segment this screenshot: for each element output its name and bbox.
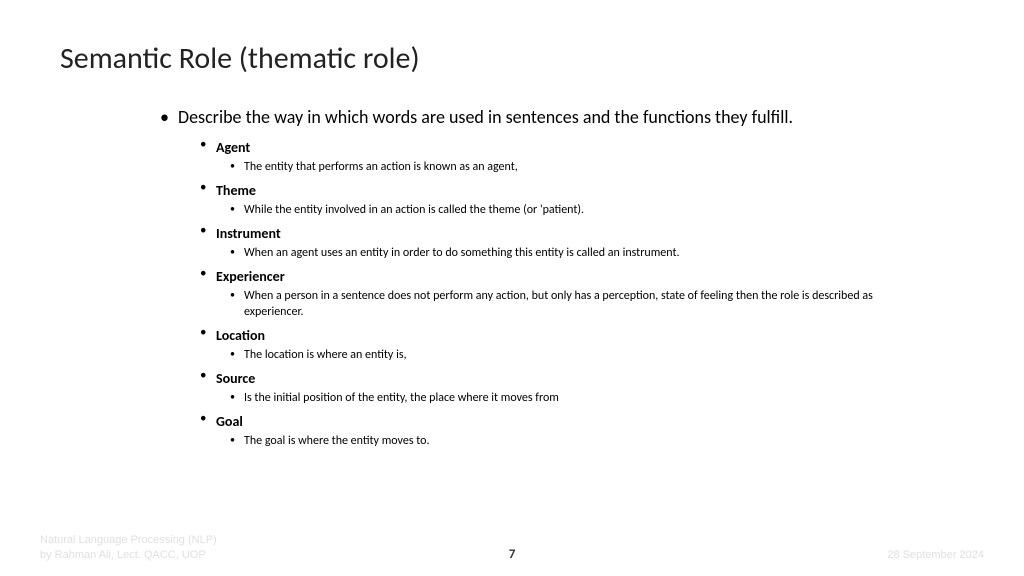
role-desc-wrap: The location is where an entity is, <box>216 347 924 364</box>
role-desc: While the entity involved in an action i… <box>244 202 924 219</box>
role-name: Goal <box>216 411 924 432</box>
role-name: Location <box>216 325 924 346</box>
role-item: Location The location is where an entity… <box>200 325 924 364</box>
role-name: Experiencer <box>216 266 924 287</box>
role-item: Goal The goal is where the entity moves … <box>200 411 924 450</box>
slide-content: Describe the way in which words are used… <box>60 105 964 450</box>
footer-date: 28 September 2024 <box>887 548 984 562</box>
footer-author: by Rahman Ali, Lect. QACC, UOP <box>40 548 217 562</box>
slide: Semantic Role (thematic role) Describe t… <box>0 0 1024 450</box>
footer-left: Natural Language Processing (NLP) by Rah… <box>40 533 217 562</box>
role-desc-wrap: Is the initial position of the entity, t… <box>216 390 924 407</box>
role-item: Agent The entity that performs an action… <box>200 137 924 176</box>
intro-text: Describe the way in which words are used… <box>160 105 924 129</box>
role-desc-wrap: The goal is where the entity moves to. <box>216 433 924 450</box>
role-list: Agent The entity that performs an action… <box>160 137 924 449</box>
role-desc: When an agent uses an entity in order to… <box>244 245 924 262</box>
role-name: Source <box>216 368 924 389</box>
role-item: Source Is the initial position of the en… <box>200 368 924 407</box>
role-name: Agent <box>216 137 924 158</box>
role-desc: The entity that performs an action is kn… <box>244 159 924 176</box>
role-desc-wrap: When a person in a sentence does not per… <box>216 288 924 322</box>
role-desc: When a person in a sentence does not per… <box>244 288 924 322</box>
role-name: Theme <box>216 180 924 201</box>
role-desc: The goal is where the entity moves to. <box>244 433 924 450</box>
role-desc-wrap: While the entity involved in an action i… <box>216 202 924 219</box>
footer-course: Natural Language Processing (NLP) <box>40 533 217 547</box>
role-desc-wrap: When an agent uses an entity in order to… <box>216 245 924 262</box>
footer-page: 7 <box>509 547 516 562</box>
role-desc: The location is where an entity is, <box>244 347 924 364</box>
role-item: Instrument When an agent uses an entity … <box>200 223 924 262</box>
role-desc: Is the initial position of the entity, t… <box>244 390 924 407</box>
role-item: Theme While the entity involved in an ac… <box>200 180 924 219</box>
footer: Natural Language Processing (NLP) by Rah… <box>0 533 1024 562</box>
role-item: Experiencer When a person in a sentence … <box>200 266 924 322</box>
role-desc-wrap: The entity that performs an action is kn… <box>216 159 924 176</box>
slide-title: Semantic Role (thematic role) <box>60 40 964 77</box>
role-name: Instrument <box>216 223 924 244</box>
